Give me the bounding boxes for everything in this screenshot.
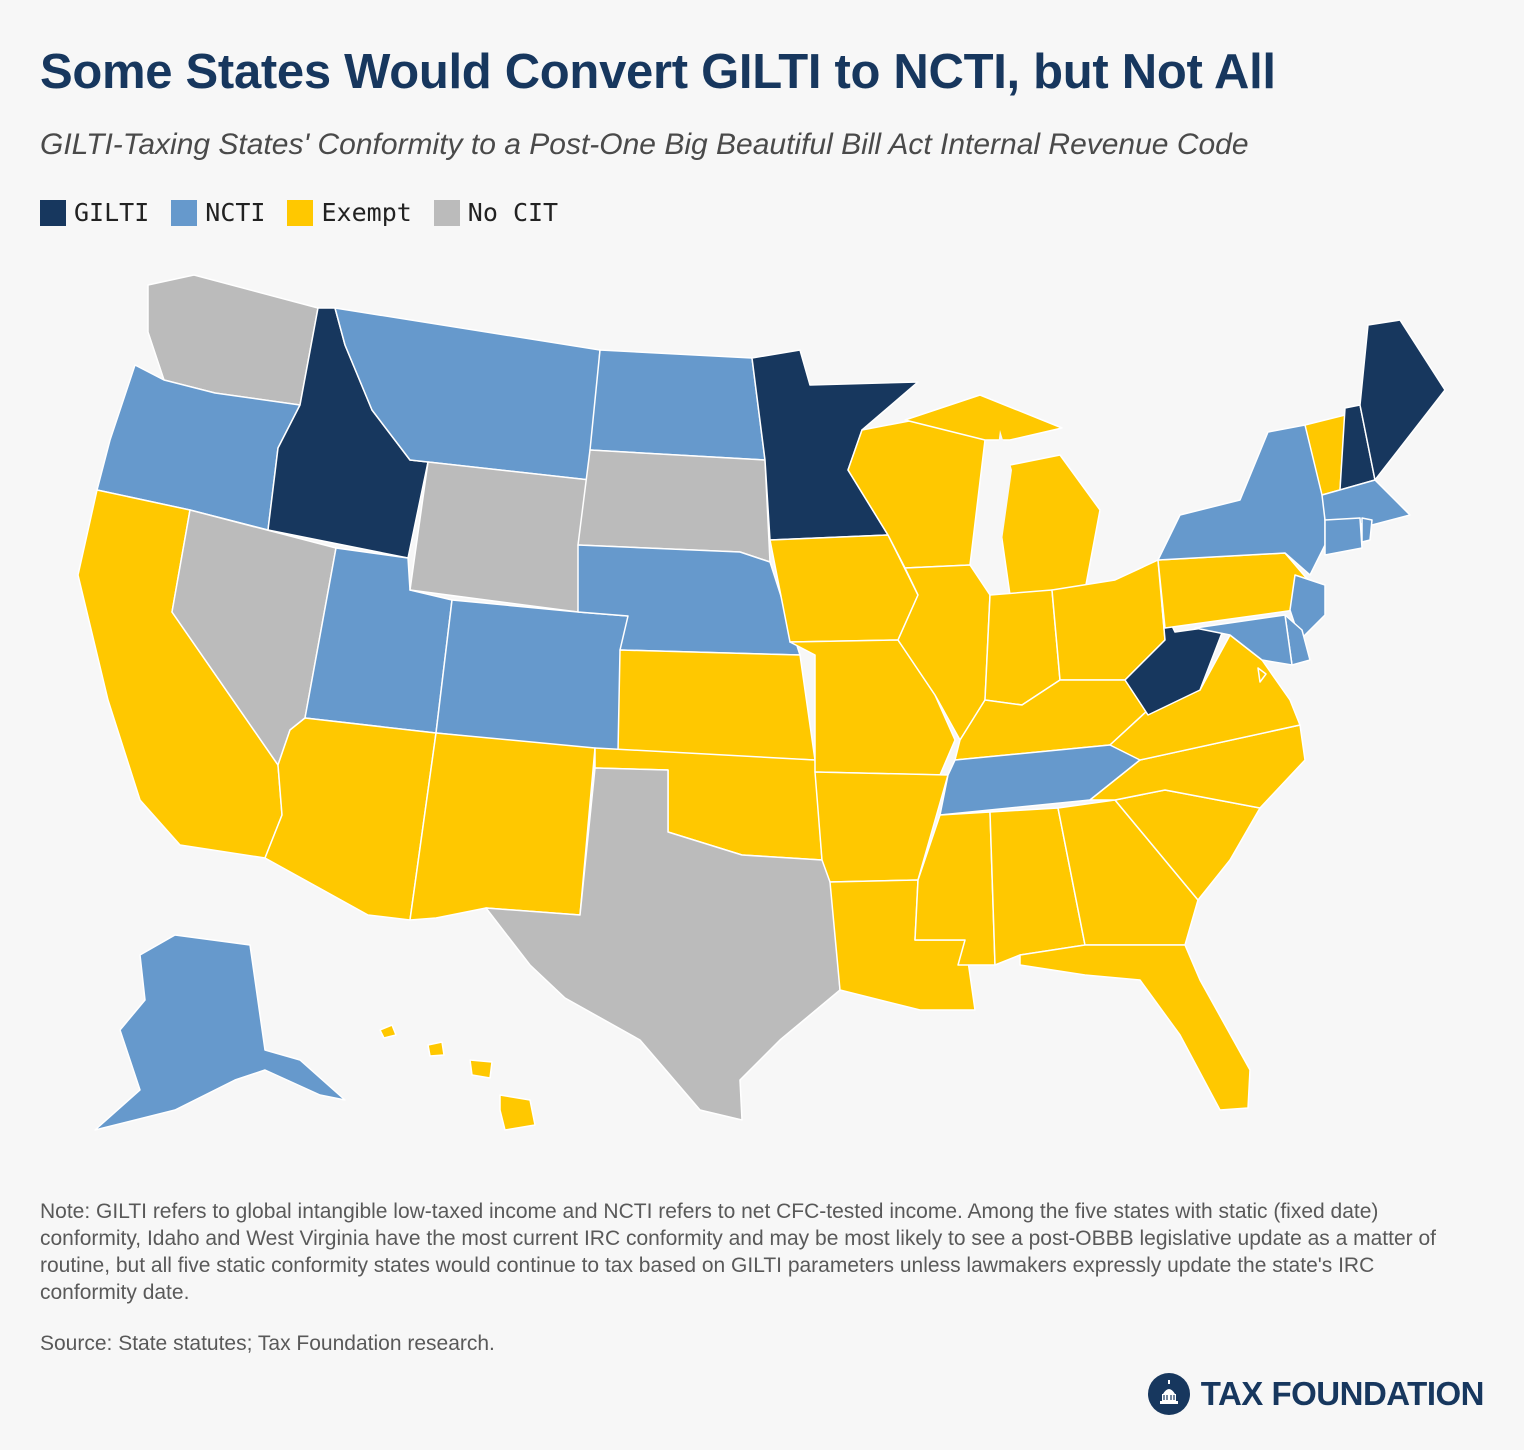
state-ga bbox=[1057, 799, 1199, 946]
legend-swatch-exempt bbox=[287, 199, 314, 226]
state-wy bbox=[409, 461, 591, 613]
state-tx bbox=[485, 767, 841, 1121]
legend-item-gilti: GILTI bbox=[40, 198, 149, 227]
capitol-dome-icon bbox=[1147, 1373, 1190, 1415]
state-fl bbox=[1019, 944, 1251, 1111]
state-ma bbox=[1321, 479, 1411, 526]
legend-label-exempt: Exempt bbox=[321, 198, 412, 227]
state-dc bbox=[1257, 667, 1267, 683]
legend-swatch-gilti bbox=[40, 199, 66, 226]
legend: GILTI NCTI Exempt No CIT bbox=[40, 198, 558, 227]
legend-label-no-cit: No CIT bbox=[467, 198, 559, 227]
state-az bbox=[264, 717, 437, 921]
state-nd bbox=[589, 349, 766, 461]
source-note: Source: State statutes; Tax Foundation r… bbox=[40, 1332, 495, 1355]
legend-label-gilti: GILTI bbox=[74, 198, 150, 227]
map-subtitle: GILTI-Taxing States' Conformity to a Pos… bbox=[40, 128, 1249, 161]
state-nm bbox=[409, 732, 596, 921]
tax-foundation-logo: TAX FOUNDATION bbox=[1147, 1372, 1485, 1416]
state-ks bbox=[617, 649, 816, 761]
legend-swatch-no-cit bbox=[433, 199, 460, 226]
state-ak bbox=[94, 934, 346, 1131]
state-ny bbox=[1157, 424, 1326, 576]
legend-swatch-ncti bbox=[171, 199, 198, 226]
state-hi bbox=[379, 1024, 536, 1131]
legend-item-exempt: Exempt bbox=[287, 198, 412, 227]
state-nj bbox=[1289, 574, 1326, 641]
brand-name: TAX FOUNDATION bbox=[1200, 1375, 1485, 1412]
state-co bbox=[435, 599, 629, 753]
state-md bbox=[1194, 614, 1293, 666]
lake-michigan-shape bbox=[985, 430, 1012, 560]
state-me bbox=[1359, 319, 1446, 481]
legend-item-ncti: NCTI bbox=[171, 198, 265, 227]
map-title: Some States Would Convert GILTI to NCTI,… bbox=[40, 45, 1276, 99]
us-states-map bbox=[77, 274, 1446, 1131]
state-sd bbox=[577, 449, 771, 563]
state-ct bbox=[1324, 517, 1363, 556]
footnote: Note: GILTI refers to global intangible … bbox=[40, 1200, 1436, 1304]
state-ri bbox=[1361, 517, 1373, 543]
legend-label-ncti: NCTI bbox=[205, 198, 266, 227]
legend-item-no-cit: No CIT bbox=[433, 198, 559, 227]
